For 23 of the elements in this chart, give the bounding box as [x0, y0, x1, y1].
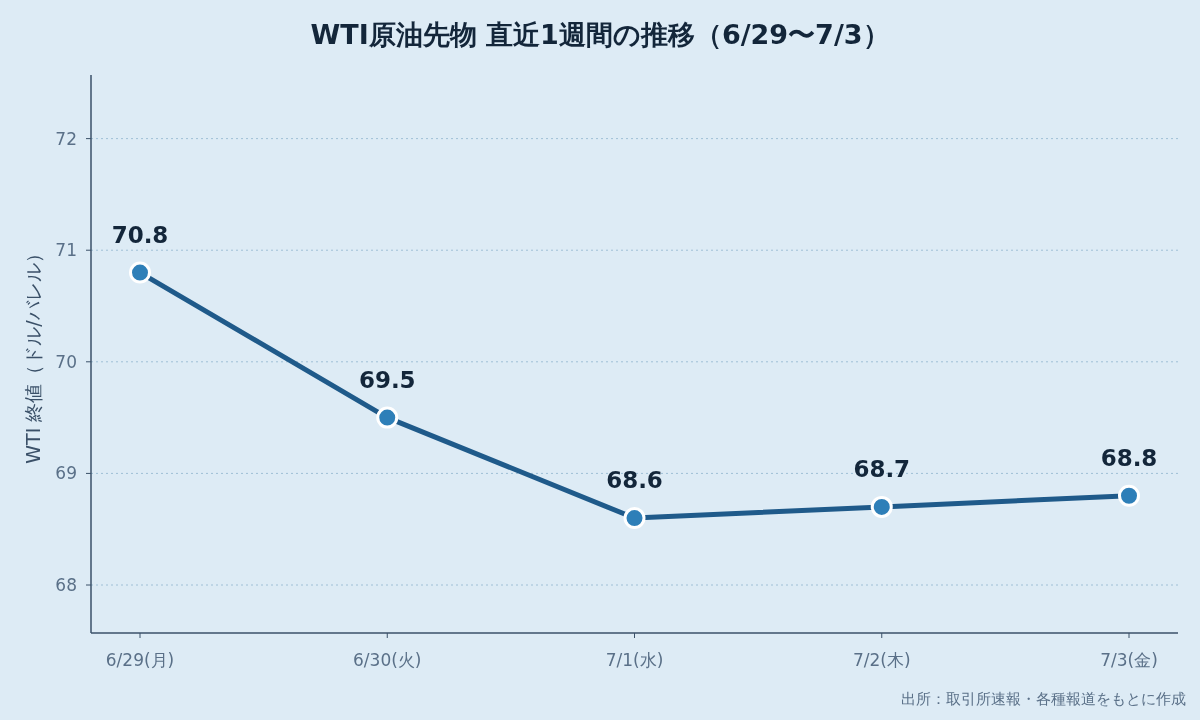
y-tick-label: 72 — [55, 128, 77, 149]
point — [623, 507, 646, 530]
data-label: 70.8 — [111, 221, 169, 248]
point — [1118, 484, 1140, 507]
point — [129, 261, 151, 284]
x-tick-label: 6/29(月) — [105, 650, 175, 670]
text: 出所：取引所速報・各種報道をもとに作成 — [901, 690, 1186, 708]
x-tick-label: 7/1(水) — [605, 650, 664, 670]
y-axis-title: WTI 終値（ドル/バレル） — [22, 244, 44, 464]
data-label: 68.8 — [1100, 444, 1158, 471]
y-tick-label: 70 — [55, 351, 77, 372]
data-label: 68.7 — [853, 455, 911, 482]
y-tick-label: 71 — [55, 240, 77, 261]
y-tick-label: 68 — [55, 575, 77, 596]
x-tick-label: 6/30(火) — [353, 650, 422, 670]
x-tick-label: 7/3(金) — [1100, 650, 1158, 670]
y-tick-label: 69 — [55, 463, 77, 484]
data-label: 68.6 — [606, 467, 663, 494]
point — [376, 406, 399, 429]
chart-title: WTI原油先物 直近1週間の推移（6/29〜7/3） — [310, 19, 890, 50]
point — [870, 495, 893, 518]
x-tick-label: 7/2(木) — [852, 650, 911, 670]
data-label: 69.5 — [358, 366, 416, 393]
